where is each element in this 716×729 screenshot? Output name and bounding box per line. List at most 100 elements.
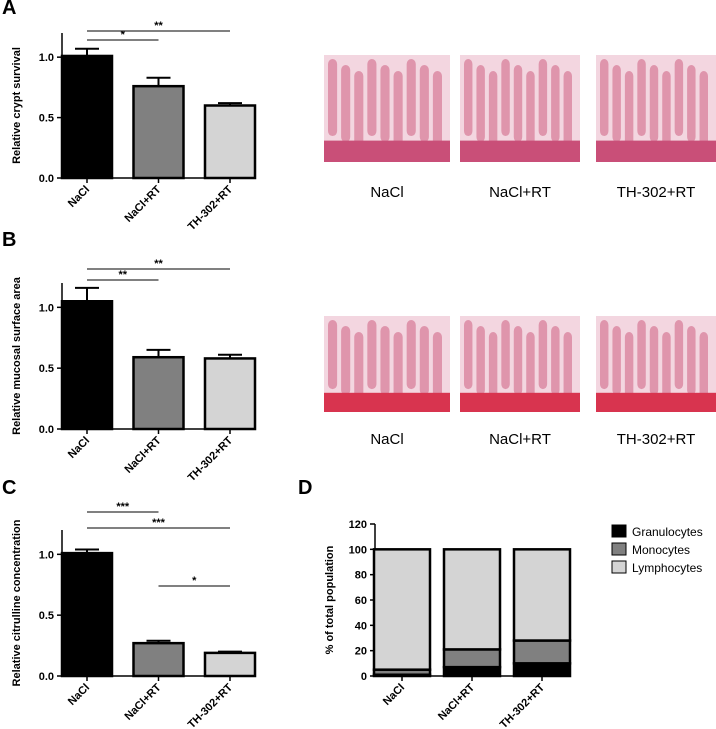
villus	[662, 332, 671, 402]
legend-label: Lymphocytes	[632, 561, 702, 575]
villus	[637, 320, 646, 390]
x-tick-label: TH-302+RT	[186, 681, 236, 729]
bar-segment	[442, 548, 502, 651]
bar-segment	[512, 548, 572, 642]
micrograph-label: TH-302+RT	[617, 184, 696, 201]
micrograph-label: NaCl+RT	[489, 431, 551, 448]
y-tick-label: 0.0	[39, 671, 54, 683]
villus	[341, 65, 351, 143]
micrograph-label: NaCl	[370, 431, 403, 448]
bar-segment	[442, 648, 502, 669]
micrograph-label: NaCl	[370, 184, 403, 201]
significance-label: **	[154, 20, 163, 32]
villus	[674, 320, 684, 390]
y-tick-label: 80	[355, 570, 367, 582]
y-tick-label: 60	[355, 595, 367, 607]
villus	[328, 320, 338, 390]
villus	[624, 332, 634, 402]
significance-label: **	[118, 269, 127, 281]
x-tick-label: NaCl+RT	[122, 681, 163, 722]
villus	[612, 65, 621, 143]
y-tick-label: 0.5	[39, 610, 54, 622]
y-tick-label: 40	[355, 620, 367, 632]
tissue-base	[596, 140, 716, 162]
villus	[563, 332, 572, 402]
villus	[513, 326, 523, 396]
bar-segment	[512, 639, 572, 665]
y-tick-label: 1.0	[39, 302, 54, 314]
y-tick-label: 120	[349, 519, 367, 531]
villus	[476, 65, 485, 143]
significance-label: **	[154, 258, 163, 270]
villus	[476, 326, 485, 396]
villus	[526, 332, 535, 402]
villus	[662, 71, 671, 149]
panel-label: C	[2, 477, 16, 499]
tissue-base	[460, 140, 580, 162]
villus	[699, 332, 708, 402]
villus	[406, 59, 416, 137]
significance-label: *	[192, 575, 197, 587]
legend-label: Granulocytes	[632, 525, 703, 539]
significance-label: ***	[116, 501, 130, 513]
y-tick-label: 1.0	[39, 52, 54, 64]
significance-label: ***	[152, 517, 166, 529]
villus	[600, 59, 609, 137]
panel-label: A	[2, 0, 16, 19]
villus	[551, 65, 560, 143]
bar	[203, 651, 257, 678]
y-tick-label: 0	[361, 671, 367, 683]
y-axis-label: % of total population	[324, 545, 336, 654]
villus	[624, 71, 634, 149]
panel-label: B	[2, 229, 16, 251]
bar	[203, 104, 257, 180]
x-tick-label: TH-302+RT	[498, 681, 548, 729]
villus	[612, 326, 621, 396]
micrograph-label: NaCl+RT	[489, 184, 551, 201]
bar	[203, 357, 257, 431]
villus	[649, 65, 659, 143]
bar	[132, 355, 185, 431]
tissue-base	[324, 140, 450, 162]
villus	[488, 332, 498, 402]
x-tick-label: TH-302+RT	[186, 434, 236, 484]
y-tick-label: 0.0	[39, 424, 54, 436]
villus	[699, 71, 708, 149]
significance-label: *	[121, 29, 126, 41]
villus	[488, 71, 498, 149]
villus	[432, 71, 442, 149]
villus	[380, 326, 390, 396]
y-tick-label: 0.0	[39, 173, 54, 185]
x-tick-label: NaCl+RT	[122, 183, 163, 224]
villus	[354, 71, 364, 149]
bar	[132, 641, 185, 678]
y-axis-label: Relative citrulline concentration	[11, 519, 23, 686]
villus	[419, 326, 429, 396]
x-tick-label: NaCl+RT	[122, 434, 163, 475]
villus	[637, 59, 646, 137]
villus	[600, 320, 609, 390]
legend-label: Monocytes	[632, 543, 690, 557]
villus	[464, 59, 473, 137]
villus	[649, 326, 659, 396]
bar	[60, 551, 114, 678]
panel-label: D	[298, 477, 312, 499]
y-tick-label: 100	[349, 544, 367, 556]
y-tick-label: 20	[355, 646, 367, 658]
villus	[419, 65, 429, 143]
villus	[563, 71, 572, 149]
y-tick-label: 0.5	[39, 113, 54, 125]
bar	[60, 300, 114, 431]
villus	[393, 332, 403, 402]
legend-swatch	[611, 542, 627, 556]
villus	[367, 320, 377, 390]
villus	[354, 332, 364, 402]
tissue-base	[596, 392, 716, 412]
x-tick-label: NaCl	[381, 682, 407, 708]
x-tick-label: TH-302+RT	[186, 183, 236, 233]
tissue-base	[324, 392, 450, 412]
villus	[367, 59, 377, 137]
villus	[380, 65, 390, 143]
villus	[406, 320, 416, 390]
